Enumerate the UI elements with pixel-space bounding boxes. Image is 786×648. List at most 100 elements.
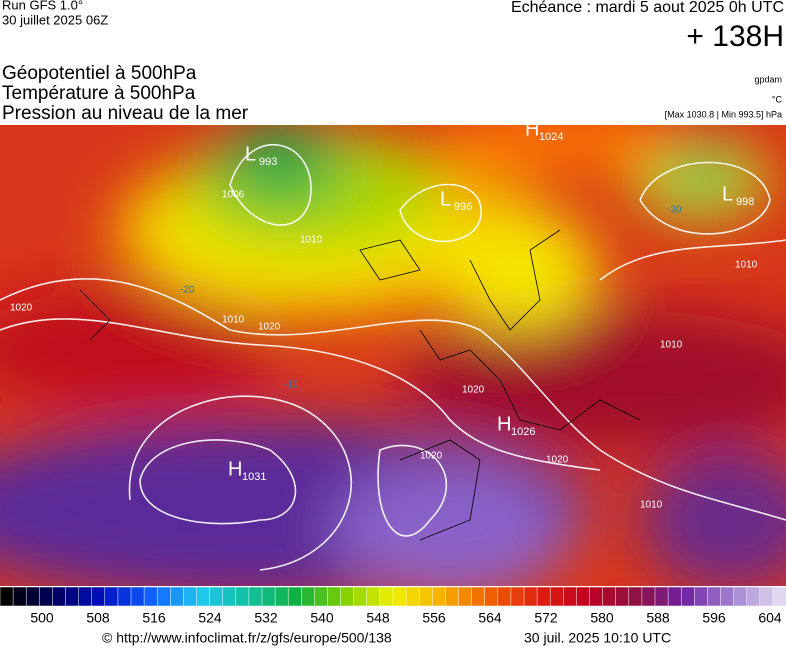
scale-swatch [287, 586, 303, 607]
scale-swatch [353, 586, 368, 607]
scale-tick-label: 532 [254, 610, 278, 626]
scale-swatch [484, 586, 499, 607]
scale-swatch [418, 586, 434, 607]
center-letter: L [722, 183, 733, 205]
scale-swatch [65, 586, 80, 607]
scale-swatch [314, 586, 329, 607]
scale-swatch [156, 586, 172, 607]
scale-swatch [12, 586, 27, 607]
scale-tick-label: 540 [310, 610, 334, 626]
scale-tick-label: 604 [758, 610, 782, 626]
scale-swatch [602, 586, 617, 607]
run: Run GFS 1.0° [2, 0, 83, 12]
contour-label: 1020 [462, 385, 485, 396]
scale-swatch [379, 586, 394, 607]
scale-swatch [25, 586, 41, 607]
scale-swatch [183, 586, 198, 607]
scale-swatch [235, 586, 250, 607]
scale-swatch [78, 586, 93, 607]
footer: © http://www.infoclimat.fr/z/gfs/europe/… [102, 630, 671, 646]
unit: gpdam [754, 74, 782, 84]
unit: [Max 1030.8 | Min 993.5] hPa [665, 109, 782, 119]
title: Géopotentiel à 500hPa [2, 63, 197, 84]
center-value: 1026 [511, 426, 535, 438]
scale-swatch [707, 586, 722, 607]
scale-swatch [549, 586, 565, 607]
scale-swatch [301, 586, 316, 607]
scale-swatch [117, 586, 132, 607]
scale-swatch [667, 586, 682, 607]
title: Température à 500hPa [2, 83, 196, 104]
scale-swatch [222, 586, 237, 607]
center-letter: H [525, 118, 539, 140]
scale-swatch [589, 586, 604, 607]
scale-tick-label: 524 [198, 610, 222, 626]
scale-tick-label: 548 [366, 610, 390, 626]
scale-tick-label: 596 [702, 610, 726, 626]
center-value: 1024 [539, 131, 563, 143]
scale-swatch [445, 586, 460, 607]
generated-time: 30 juil. 2025 10:10 UTC [524, 630, 671, 646]
contour-label: 1010 [222, 315, 245, 326]
source-url: © http://www.infoclimat.fr/z/gfs/europe/… [102, 630, 392, 646]
scale-swatch [261, 586, 276, 607]
scale-swatch [628, 586, 643, 607]
header: Run GFS 1.0° 30 juillet 2025 06Z Echéanc… [2, 0, 784, 124]
scale-swatch [458, 586, 473, 607]
scale-swatch [248, 586, 263, 607]
scale-swatch [274, 586, 289, 607]
center-letter: H [497, 413, 511, 435]
contour-label: 1010 [660, 340, 683, 351]
scale-tick-label: 564 [478, 610, 502, 626]
contour-label: 1020 [258, 322, 281, 333]
scale-swatch [209, 586, 224, 607]
isobars [0, 144, 786, 571]
scale-swatch [720, 586, 735, 607]
scale-swatch [471, 586, 486, 607]
scale-swatch [0, 586, 14, 607]
scale-swatch [654, 586, 669, 607]
center-letter: L [245, 143, 256, 165]
center-value: 1031 [242, 471, 266, 483]
scale-swatch [327, 586, 342, 607]
scale-tick-label: 580 [590, 610, 614, 626]
contour-label: -10 [284, 380, 299, 391]
scale-tick-label: 572 [534, 610, 558, 626]
contour-label: -20 [667, 205, 682, 216]
valid-time: Echéance : mardi 5 aout 2025 0h UTC [511, 0, 784, 16]
center-value: 998 [736, 196, 754, 208]
scale-swatch [143, 586, 158, 607]
scale-swatch [104, 586, 119, 607]
scale-swatch [680, 586, 696, 607]
center-value: 996 [454, 201, 472, 213]
center-letter: H [228, 458, 242, 480]
scale-tick-label: 556 [422, 610, 446, 626]
title: Pression au niveau de la mer [2, 103, 249, 124]
unit: °C [772, 94, 783, 104]
center-letter: L [440, 188, 451, 210]
scale-swatch [641, 586, 656, 607]
color-scale: 500 508 516 524 532 540 548 556 564 572 580 588 596 6… [0, 586, 786, 626]
scale-swatch [510, 586, 525, 607]
scale-swatch [576, 586, 591, 607]
scale-swatch [733, 586, 748, 607]
scale-swatch [759, 586, 774, 607]
scale-swatch [52, 586, 67, 607]
scale-swatch [170, 586, 185, 607]
contour-label: 1020 [420, 451, 443, 462]
scale-tick-label: 500 [30, 610, 54, 626]
contour-label: 1010 [300, 235, 323, 246]
lead-time: + 138H [686, 20, 784, 53]
contour-label: 1020 [546, 455, 569, 466]
scale-swatch [340, 586, 355, 607]
scale-swatch [563, 586, 578, 607]
coastlines [79, 229, 641, 541]
scale-swatch [432, 586, 447, 607]
contour-labels: 1010 1020 1010 1020 1020 1020 1010 1010 1010 1006… [10, 190, 758, 511]
scale-swatch [392, 586, 407, 607]
contour-label: 1020 [10, 303, 33, 314]
scale-swatch [91, 586, 106, 607]
scale-swatch [196, 586, 211, 607]
scale-swatch [746, 586, 761, 607]
